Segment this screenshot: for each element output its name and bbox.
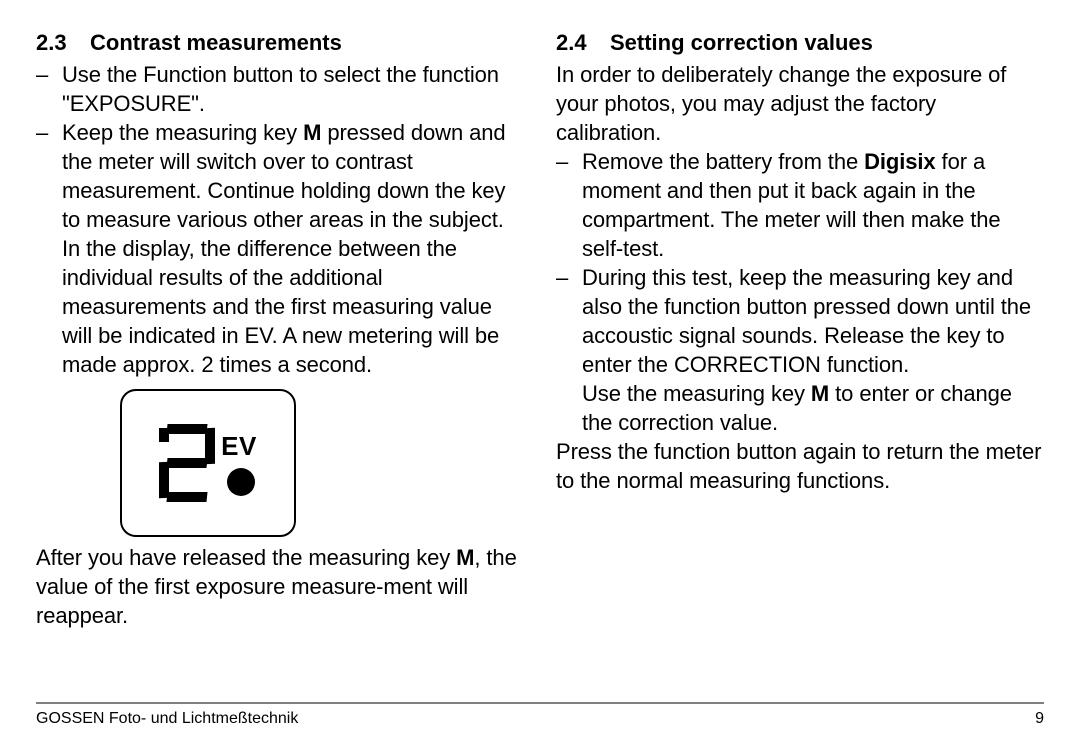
manual-page: 2.3 Contrast measurements – Use the Func… (0, 0, 1080, 746)
segment-g (167, 458, 208, 468)
bullet-dash: – (36, 60, 62, 118)
text-fragment: Keep the measuring key (62, 120, 303, 145)
list-item-text: Keep the measuring key M pressed down an… (62, 118, 524, 379)
indicator-dot-icon (227, 468, 255, 496)
right-column: 2.4 Setting correction values In order t… (556, 30, 1044, 696)
content-columns: 2.3 Contrast measurements – Use the Func… (36, 30, 1044, 696)
text-fragment: Remove the battery from the (582, 149, 864, 174)
list-item: – Keep the measuring key M pressed down … (36, 118, 524, 379)
digisix-bold: Digisix (864, 149, 935, 174)
text-fragment: pressed down and the meter will switch o… (62, 120, 506, 377)
footer-brand: GOSSEN Foto- und Lichtmeßtechnik (36, 710, 298, 728)
section-heading-2-4: 2.4 Setting correction values (556, 30, 1044, 56)
list-item-text: During this test, keep the measuring key… (582, 263, 1044, 437)
lcd-display-illustration: EV (120, 389, 296, 537)
footer-divider (36, 702, 1044, 704)
heading-text: Contrast measurements (90, 30, 342, 56)
left-column: 2.3 Contrast measurements – Use the Func… (36, 30, 524, 696)
paragraph: In order to deliberately change the expo… (556, 60, 1044, 147)
page-footer: GOSSEN Foto- und Lichtmeßtechnik 9 (36, 710, 1044, 728)
key-m-bold: M (456, 545, 474, 570)
ev-indicator: EV (221, 431, 257, 496)
list-item-text: Remove the battery from the Digisix for … (582, 147, 1044, 263)
text-fragment: During this test, keep the measuring key… (582, 265, 1031, 377)
list-item-text: Use the Function button to select the fu… (62, 60, 524, 118)
list-item: – Use the Function button to select the … (36, 60, 524, 118)
section-heading-2-3: 2.3 Contrast measurements (36, 30, 524, 56)
paragraph: After you have released the measuring ke… (36, 543, 524, 630)
text-fragment: After you have released the measuring ke… (36, 545, 456, 570)
heading-text: Setting correction values (610, 30, 873, 56)
segment-a (167, 424, 208, 434)
heading-number: 2.3 (36, 30, 74, 56)
list-item: – Remove the battery from the Digisix fo… (556, 147, 1044, 263)
segment-d (167, 492, 208, 502)
paragraph: Press the function button again to retur… (556, 437, 1044, 495)
bullet-dash: – (556, 263, 582, 437)
bullet-dash: – (36, 118, 62, 379)
bullet-dash: – (556, 147, 582, 263)
key-m-bold: M (303, 120, 321, 145)
list-item: – During this test, keep the measuring k… (556, 263, 1044, 437)
seven-segment-digit (159, 424, 215, 502)
text-fragment: Use the measuring key (582, 381, 811, 406)
key-m-bold: M (811, 381, 829, 406)
ev-label: EV (221, 431, 257, 462)
page-number: 9 (1035, 710, 1044, 728)
heading-number: 2.4 (556, 30, 594, 56)
